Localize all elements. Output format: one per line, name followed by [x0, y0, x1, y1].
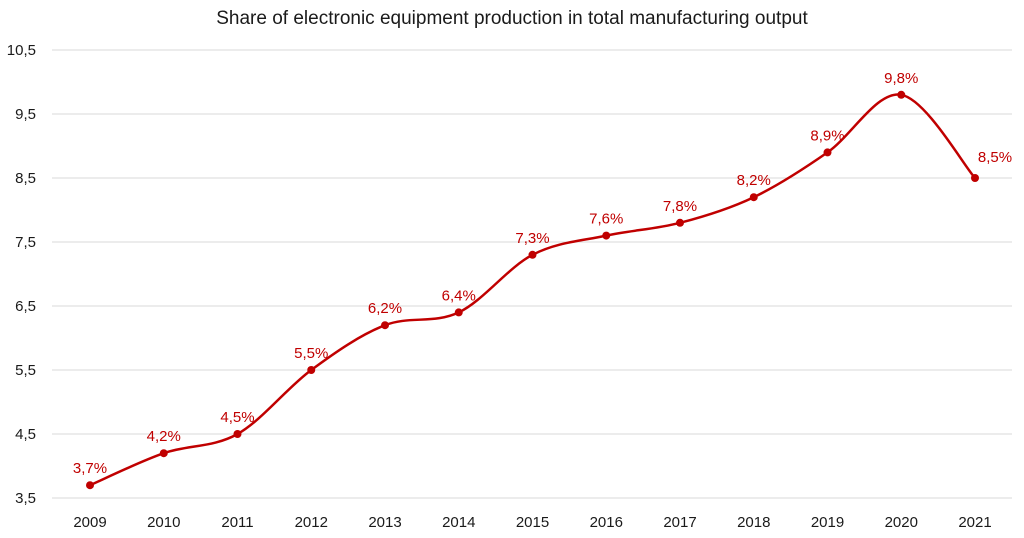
y-tick-label: 10,5 — [7, 42, 36, 59]
x-tick-label: 2009 — [73, 514, 106, 531]
data-label: 7,3% — [515, 230, 549, 247]
series — [86, 90, 979, 490]
data-point — [823, 148, 832, 157]
data-point — [454, 308, 463, 317]
data-label: 8,9% — [810, 127, 844, 144]
y-tick-label: 7,5 — [15, 234, 36, 251]
x-tick-label: 2015 — [516, 514, 549, 531]
data-point — [159, 449, 168, 458]
data-label: 7,8% — [663, 198, 697, 215]
series-line — [89, 93, 976, 487]
data-point — [749, 193, 758, 202]
x-tick-label: 2019 — [811, 514, 844, 531]
data-point — [381, 321, 389, 330]
data-point — [233, 430, 242, 438]
data-label: 8,5% — [978, 149, 1012, 166]
x-tick-label: 2021 — [958, 514, 991, 531]
data-point — [897, 90, 906, 99]
data-label: 6,2% — [368, 300, 402, 317]
data-label: 3,7% — [73, 460, 107, 477]
y-tick-label: 6,5 — [15, 298, 36, 315]
y-tick-label: 5,5 — [15, 362, 36, 379]
data-point — [307, 366, 316, 374]
x-tick-label: 2017 — [663, 514, 696, 531]
data-label: 8,2% — [737, 172, 771, 189]
x-tick-label: 2018 — [737, 514, 770, 531]
y-tick-label: 3,5 — [15, 490, 36, 507]
y-axis-ticks: 3,5 4,5 5,5 6,5 7,5 8,5 9,5 10,5 — [7, 42, 36, 507]
data-point — [528, 250, 537, 259]
data-point — [971, 174, 979, 182]
data-label: 4,5% — [220, 409, 254, 426]
data-point — [86, 481, 94, 490]
data-label: 4,2% — [147, 428, 181, 445]
x-tick-label: 2016 — [590, 514, 623, 531]
data-point — [676, 218, 684, 227]
x-tick-label: 2010 — [147, 514, 180, 531]
data-point — [602, 231, 611, 240]
x-tick-label: 2011 — [221, 514, 253, 531]
data-label: 6,4% — [442, 287, 476, 304]
data-labels: 3,7% 4,2% 4,5% 5,5% 6,2% 6,4% 7,3% 7,6% 7,8% 8,2%… — [73, 70, 1012, 477]
y-tick-label: 8,5 — [15, 170, 36, 187]
x-tick-label: 2013 — [368, 514, 401, 531]
chart-title: Share of electronic equipment production… — [216, 8, 808, 29]
x-tick-label: 2014 — [442, 514, 475, 531]
x-tick-label: 2012 — [295, 514, 328, 531]
y-tick-label: 9,5 — [15, 106, 36, 123]
gridlines — [52, 49, 1012, 499]
x-tick-label: 2020 — [885, 514, 918, 531]
data-label: 5,5% — [294, 345, 328, 362]
data-label: 9,8% — [884, 70, 918, 87]
x-axis-ticks: 2009 2010 2011 2012 2013 2014 2015 2016 2017 2018… — [73, 514, 991, 531]
data-label: 7,6% — [589, 211, 623, 228]
y-tick-label: 4,5 — [15, 426, 36, 443]
